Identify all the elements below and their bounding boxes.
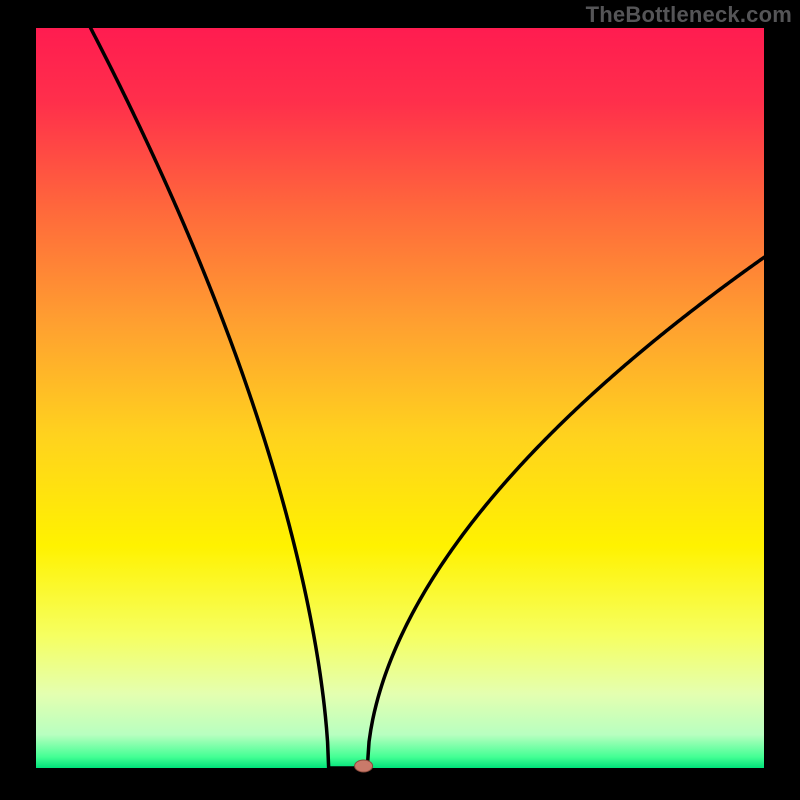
watermark-text: TheBottleneck.com: [586, 2, 792, 28]
bottleneck-chart: [0, 0, 800, 800]
optimum-marker: [355, 760, 373, 772]
